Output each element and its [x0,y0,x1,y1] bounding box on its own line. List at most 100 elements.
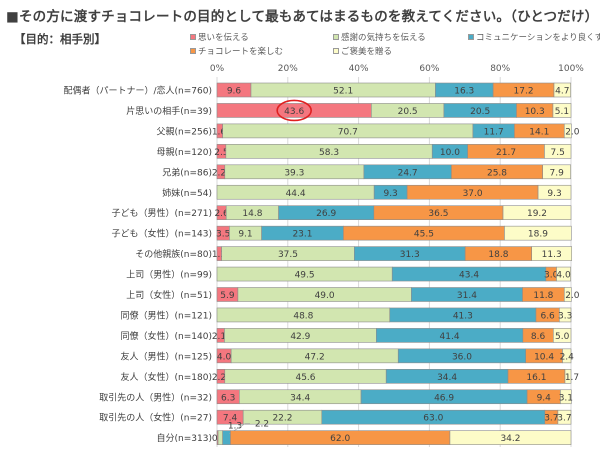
x-tick-label: 100% [558,64,584,74]
data-label: 9.3 [383,189,397,199]
data-label: 4.0 [217,352,232,362]
data-label: 9.6 [227,87,242,97]
data-label: 31.4 [457,291,477,301]
bar-segment [537,184,572,200]
bar-segment [531,246,573,261]
data-label: 7.4 [223,414,238,424]
bar-segment [217,430,223,445]
bar-segment [222,430,231,445]
category-label: 友人（男性）(n=125) [121,350,212,362]
data-label: 3.5 [216,230,230,240]
data-label: 45.6 [295,373,315,383]
bar-segment [542,164,571,180]
data-label: 11.7 [484,127,504,137]
data-label: 10.3 [525,107,545,117]
data-label: 42.9 [290,332,310,342]
category-label: 同僚（女性）(n=140) [121,330,212,342]
data-label: 2.2 [255,420,269,430]
category-label: 取引先の人（女性）(n=27) [99,412,212,424]
legend-item-0: 思いを伝える [190,31,249,43]
legend-label-0: 思いを伝える [198,33,249,43]
bar-segment [502,205,572,220]
data-label: 63.0 [423,414,443,424]
data-label: 16.3 [454,87,474,97]
category-label: 子ども（男性）(n=271) [112,207,212,219]
data-label: 36.0 [452,352,472,362]
bar-segment [559,307,572,323]
data-label: 46.9 [434,393,454,403]
legend-label-3: チョコレートを楽しむ [198,47,284,57]
data-label: 3.7 [544,414,558,424]
chart-subtitle: 【目的：相手別】 [14,32,106,46]
bar-segment [504,225,572,241]
x-tick-label: 0% [210,64,225,74]
data-label: 49.5 [295,271,315,281]
data-label: 52.1 [333,87,353,97]
x-tick-label: 20% [278,64,298,74]
x-tick-label: 40% [349,64,369,74]
bar-segment [557,409,572,425]
category-label: 配偶者（パートナー）/恋人(n=760) [64,85,212,97]
data-label: 2.5 [214,148,228,158]
data-label: 2.6 [214,209,229,219]
data-label: 14.8 [242,209,262,219]
data-label: 17.2 [514,87,534,97]
data-label: 2.2 [212,168,226,178]
data-label: 41.4 [440,332,460,342]
data-label: 3.0 [544,271,559,281]
category-label: 片思いの相手(n=39) [126,105,212,117]
data-label: 34.4 [290,393,310,403]
data-label: 3.1 [559,393,573,403]
bar-segment [552,328,572,343]
category-label: その他親族(n=80) [135,248,212,260]
category-label: 上司（女性）(n=51) [126,289,212,301]
data-label: 11.3 [542,250,562,260]
category-label: 姉妹(n=54) [162,187,212,199]
data-label: 2.2 [212,373,226,383]
data-label: 9.1 [238,230,252,240]
data-label: 58.3 [319,148,339,158]
data-label: 2.4 [560,352,575,362]
bar-segment [563,123,572,139]
highlight-circle [276,99,312,122]
data-label: 1.6 [212,127,227,137]
data-label: 1.7 [565,373,579,383]
bar-segment [553,82,571,98]
data-label: 1.3 [212,250,226,260]
data-label: 25.8 [487,168,507,178]
category-label: 兄弟(n=86) [162,166,212,178]
data-label: 10.4 [534,352,554,362]
bar-segment [560,389,572,405]
data-label: 70.7 [338,127,358,137]
legend-swatch-2 [468,34,474,40]
legend-swatch-4 [333,48,339,54]
data-label: 19.2 [527,209,547,219]
bar-segment [564,368,572,384]
category-label: 子ども（女性）(n=143) [112,228,212,240]
category-label: 友人（女性）(n=180) [121,371,212,383]
data-label: 2.0 [565,291,580,301]
category-label: 母親(n=120) [157,146,212,158]
legend-swatch-0 [190,34,196,40]
data-label: 14.1 [529,127,549,137]
category-label: 同僚（男性）(n=121) [121,309,212,321]
legend-item-2: コミュニケーションをより良くする [468,31,600,43]
data-label: 34.4 [437,373,457,383]
data-label: 39.3 [284,168,304,178]
data-label: 8.6 [531,332,546,342]
legend-item-3: チョコレートを楽しむ [190,45,283,57]
data-label: 24.7 [398,168,418,178]
data-label: 6.6 [540,311,555,321]
data-label: 20.5 [398,107,418,117]
data-label: 3.3 [558,311,572,321]
x-tick-label: 80% [490,64,510,74]
data-label: 6.3 [221,393,235,403]
category-label: 父親(n=256) [157,125,212,137]
data-label: 11.8 [533,291,553,301]
data-label: 62.0 [330,434,350,444]
chart-title: ■その方に渡すチョコレートの目的として最もあてはまるものを教えてください。（ひと… [6,9,599,25]
category-label: 取引先の人（男性）(n=32) [99,391,212,403]
data-label: 41.3 [453,311,473,321]
data-label: 36.5 [428,209,448,219]
